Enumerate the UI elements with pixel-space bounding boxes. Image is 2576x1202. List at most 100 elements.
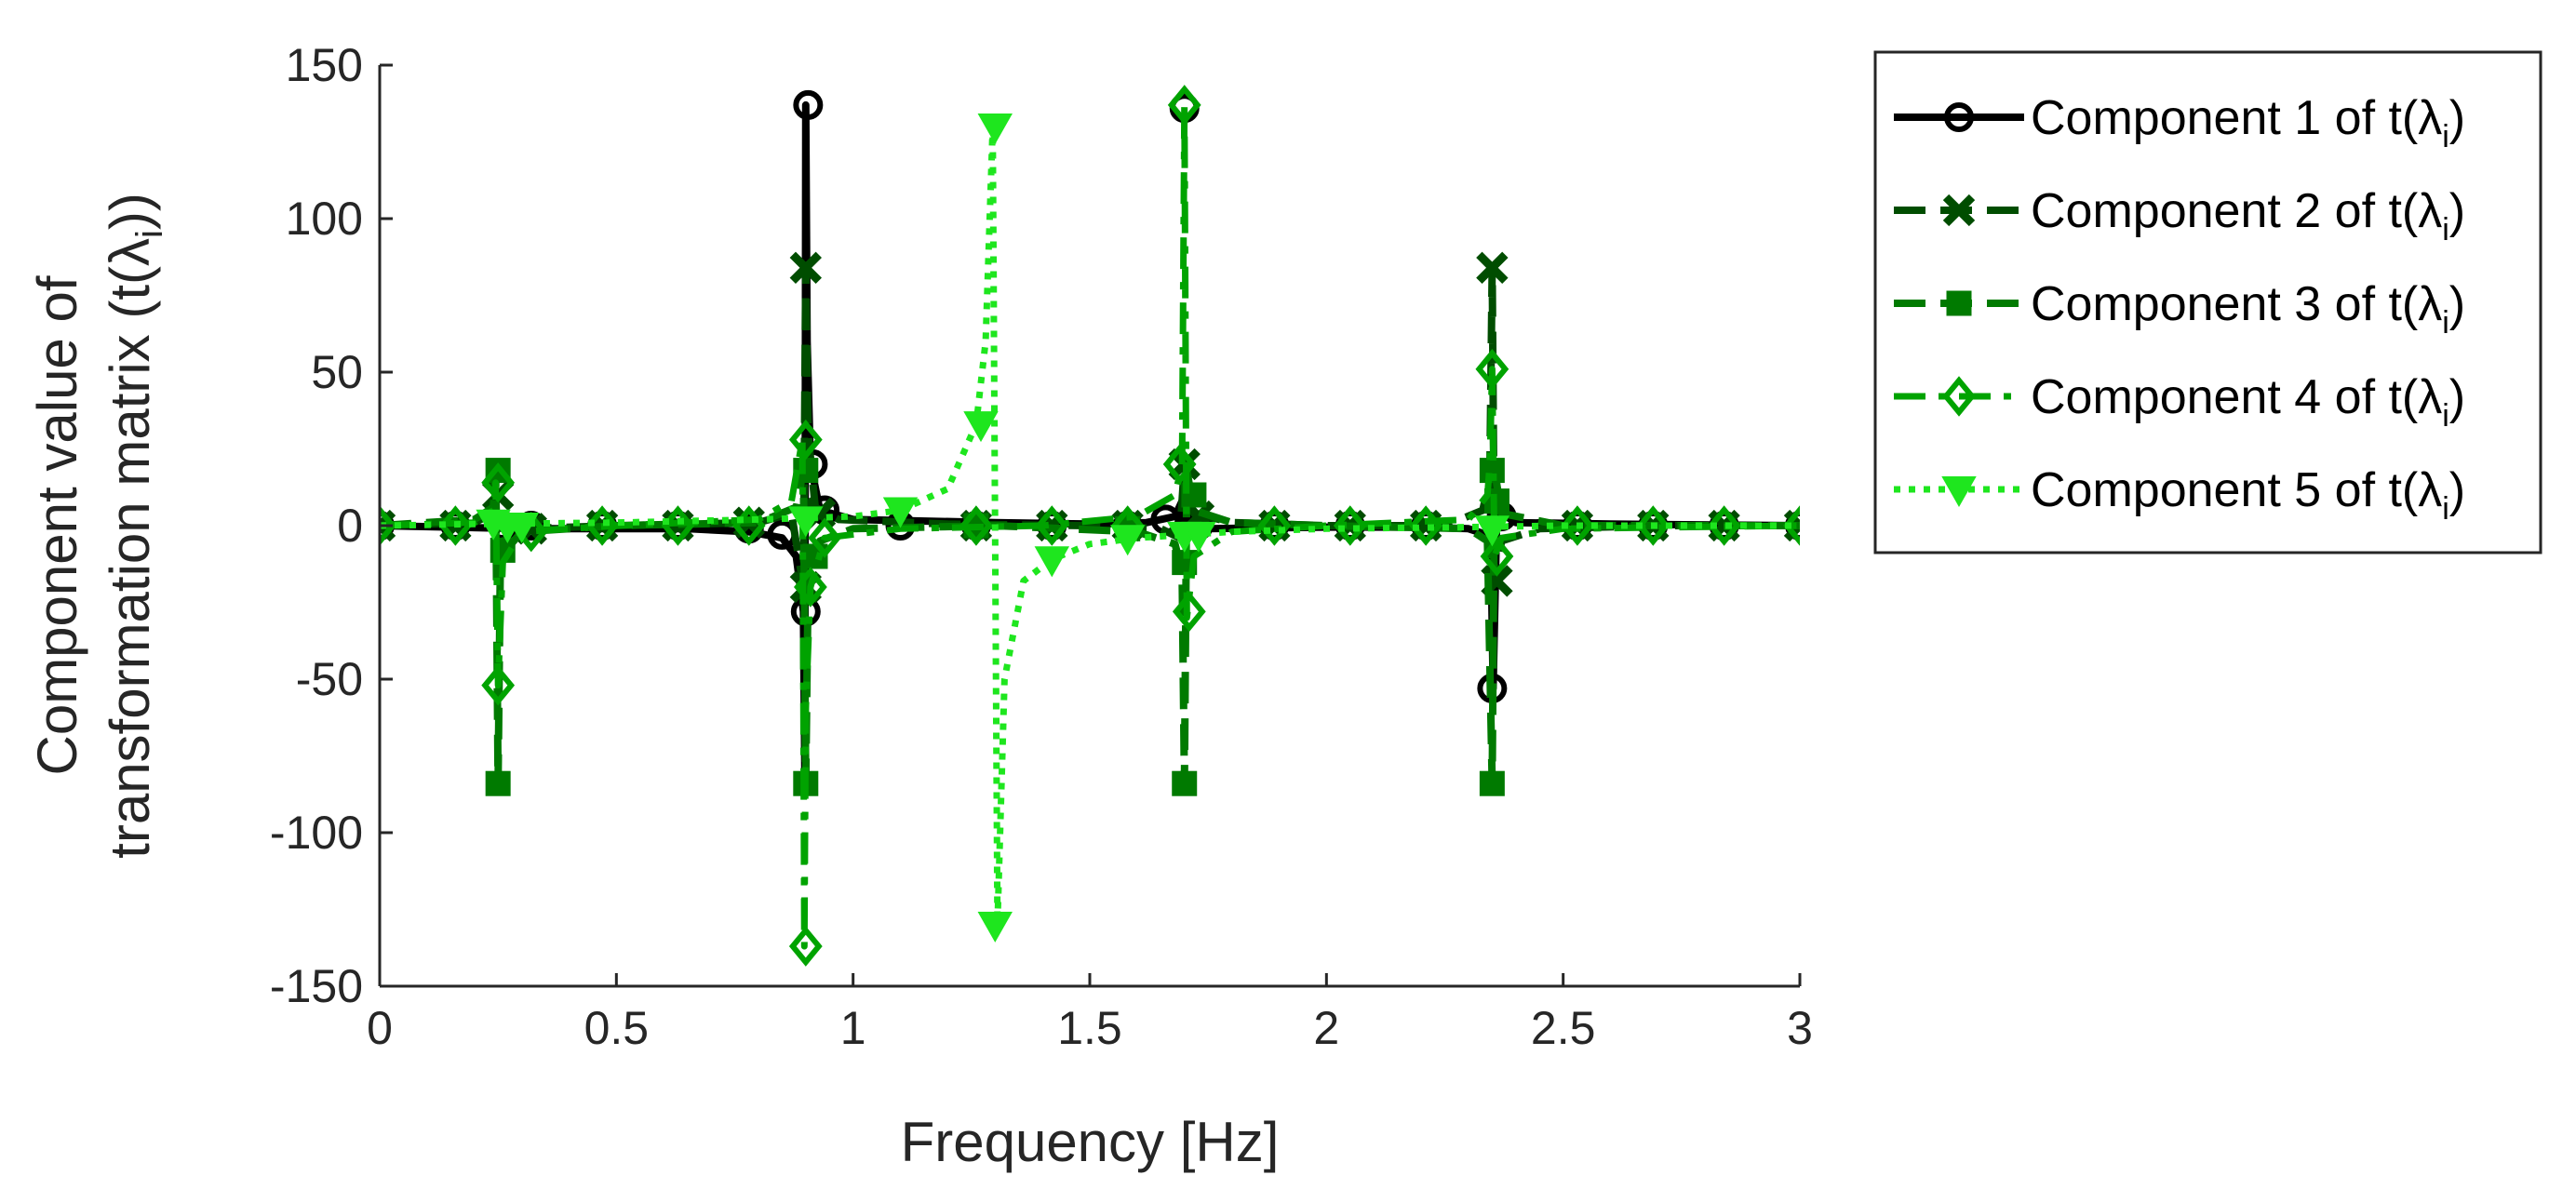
legend-label-subscript: i [2442,305,2449,341]
series-component-2 [380,251,1800,604]
series-marker-component-4 [1167,85,1201,126]
y-tick-label: -100 [270,807,363,859]
series-marker-component-4 [808,517,842,558]
legend-label-close: ) [2449,91,2465,145]
legend-label-close: ) [2449,184,2465,238]
legend: Component 1 of t(λi)Component 2 of t(λi)… [1873,50,2542,554]
legend-label-text: Component 5 of t(λ [2031,463,2442,517]
series-marker-component-2 [1476,251,1509,284]
series-marker-component-4 [1636,505,1670,546]
y-axis-title-line2: transformation matrix (t(λi)) [99,193,170,859]
series-layer [380,85,1800,967]
series-marker-component-5 [963,411,999,443]
series-line-component-1 [380,100,1800,775]
series-marker-component-2 [789,251,822,284]
y-axis-title-subscript: i [129,230,170,238]
series-marker-component-4 [1707,505,1741,546]
legend-label-text: Component 1 of t(λ [2031,91,2442,145]
series-marker-component-4 [438,505,473,546]
series-marker-component-4 [788,419,823,461]
x-tick-label: 1.5 [1057,1002,1122,1054]
legend-label-subscript: i [2442,119,2449,154]
legend-item-component-4: Component 4 of t(λi) [1894,370,2465,434]
series-marker-component-3 [485,770,511,796]
legend-label-component-1: Component 1 of t(λi) [2031,91,2465,154]
legend-label-subscript: i [2442,212,2449,247]
series-marker-component-5 [977,912,1013,943]
y-tick-label: 100 [286,193,363,245]
series-marker-component-4 [1475,348,1509,390]
series-marker-component-4 [1333,505,1367,546]
series-marker-component-3 [1479,770,1505,796]
x-tick-label: 1 [840,1002,866,1054]
series-marker-component-5 [1474,515,1510,547]
x-tick-label: 0 [367,1002,393,1054]
series-marker-component-4 [380,505,396,546]
series-marker-component-5 [1181,521,1216,553]
y-axis-title-text: transformation matrix (t(λ [99,238,161,859]
series-marker-component-5 [1109,525,1146,556]
legend-label-component-4: Component 4 of t(λi) [2031,370,2465,434]
series-marker-component-4 [481,462,516,503]
y-tick-label: 150 [286,39,363,91]
series-marker-component-4 [1172,591,1206,633]
y-axis-title: Component value of transformation matrix … [26,193,170,859]
series-line-component-5 [380,123,1800,928]
legend-label-component-3: Component 3 of t(λi) [2031,277,2465,341]
legend-item-component-2: Component 2 of t(λi) [1894,184,2465,247]
x-axis-title: Frequency [Hz] [901,1111,1280,1173]
x-tick-label: 2 [1313,1002,1339,1054]
series-marker-component-4 [1257,505,1292,546]
series-marker-component-4 [959,505,993,546]
series-marker-component-4 [1783,505,1800,546]
series-marker-component-4 [788,926,823,967]
legend-label-component-2: Component 2 of t(λi) [2031,184,2465,247]
series-marker-component-4 [481,664,516,706]
y-axis-title-close: )) [99,193,161,230]
legend-marker-component-1 [1944,102,1974,132]
series-marker-component-5 [1034,546,1070,578]
series-marker-component-3 [1181,482,1207,508]
legend-marker-component-4 [1942,376,1976,417]
legend-label-text: Component 3 of t(λ [2031,277,2442,331]
x-tick-label: 3 [1787,1002,1813,1054]
legend-label-subscript: i [2442,491,2449,527]
series-marker-component-4 [661,505,695,546]
y-tick-label: 50 [311,346,363,398]
legend-label-text: Component 4 of t(λ [2031,370,2442,424]
y-axis-title-line1: Component value of [26,275,88,775]
legend-box [1873,50,2542,554]
y-tick-label: 0 [337,500,363,552]
series-component-1 [380,89,1800,775]
series-marker-component-4 [1561,505,1594,546]
series-marker-component-1 [793,89,824,120]
legend-label-text: Component 2 of t(λ [2031,184,2442,238]
legend-label-close: ) [2449,370,2465,424]
series-marker-component-5 [977,114,1013,145]
series-marker-component-4 [1409,505,1443,546]
series-marker-component-4 [1162,444,1197,485]
x-tick-label: 0.5 [584,1002,650,1054]
series-component-3 [380,458,1800,796]
ticks-layer: 0 0.5 1 1.5 2 2.5 3 150 100 50 0 -50 -100 -150 [270,39,1813,1054]
legend-item-component-1: Component 1 of t(λi) [1894,91,2465,154]
series-marker-component-5 [788,506,824,538]
legend-label-close: ) [2449,277,2465,331]
series-marker-component-4 [794,567,827,608]
legend-label-subscript: i [2442,398,2449,434]
legend-item-component-5: Component 5 of t(λi) [1894,463,2465,527]
legend-marker-component-2 [1942,194,1976,227]
series-marker-component-5 [503,513,540,544]
series-marker-component-4 [1035,505,1069,546]
legend-label-component-5: Component 5 of t(λi) [2031,463,2465,527]
y-tick-label: -50 [296,653,363,705]
y-tick-label: -150 [270,960,363,1012]
x-tick-label: 2.5 [1531,1002,1596,1054]
legend-label-close: ) [2449,463,2465,517]
legend-marker-component-3 [1946,290,1972,316]
series-component-5 [380,114,1800,943]
legend-marker-component-5 [1941,476,1977,508]
series-marker-component-4 [1480,536,1514,577]
